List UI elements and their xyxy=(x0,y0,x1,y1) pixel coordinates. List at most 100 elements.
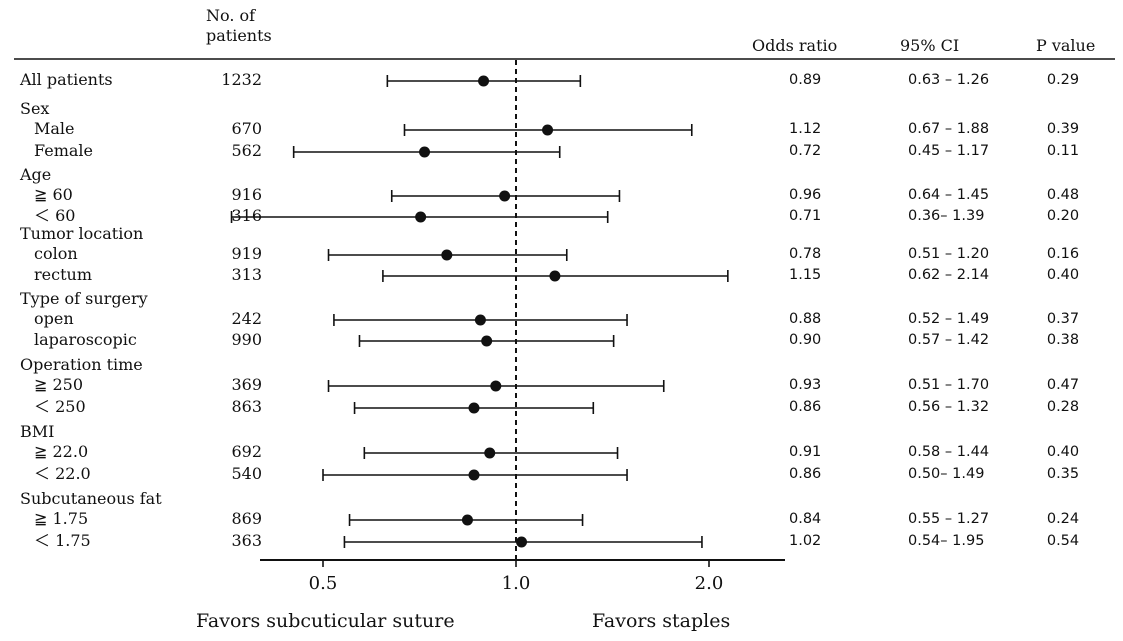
odds-ratio-point xyxy=(542,124,554,136)
patient-count: 562 xyxy=(231,141,262,160)
p-value: 0.35 xyxy=(1046,466,1080,482)
ci-value: 0.54– 1.95 xyxy=(908,533,985,549)
patient-count: 863 xyxy=(231,397,262,416)
row-label: ＜ 60 xyxy=(34,206,76,225)
header-ci: 95% CI xyxy=(900,36,960,55)
p-value: 0.29 xyxy=(1046,72,1080,88)
p-value: 0.11 xyxy=(1046,143,1080,159)
p-value: 0.38 xyxy=(1046,332,1080,348)
p-value: 0.39 xyxy=(1046,121,1080,137)
odds-ratio-point xyxy=(474,314,486,326)
patient-count: 540 xyxy=(231,464,262,483)
p-value: 0.40 xyxy=(1046,267,1080,283)
ci-value: 0.57 – 1.42 xyxy=(908,332,990,348)
odds-ratio-value: 0.93 xyxy=(789,377,822,393)
odds-ratio-value: 0.96 xyxy=(789,187,822,203)
header-patients: No. of patients xyxy=(206,6,272,45)
odds-ratio-value: 0.78 xyxy=(789,246,822,262)
row-label: ＜ 250 xyxy=(34,397,86,416)
p-value: 0.37 xyxy=(1046,311,1080,327)
favors-right-label: Favors staples xyxy=(592,610,731,632)
odds-ratio-value: 0.86 xyxy=(789,399,822,415)
p-value: 0.54 xyxy=(1046,533,1080,549)
row-label: ≧ 60 xyxy=(34,185,73,204)
row-label: rectum xyxy=(34,265,92,284)
patient-count: 363 xyxy=(231,531,262,550)
odds-ratio-point xyxy=(478,75,490,87)
odds-ratio-value: 0.72 xyxy=(789,143,822,159)
odds-ratio-point xyxy=(549,270,561,282)
p-value: 0.28 xyxy=(1046,399,1080,415)
odds-ratio-value: 0.84 xyxy=(789,511,822,527)
odds-ratio-point xyxy=(419,146,431,158)
odds-ratio-point xyxy=(481,335,493,347)
odds-ratio-point xyxy=(499,190,511,202)
header-p-value: P value xyxy=(1036,36,1096,55)
odds-ratio-value: 0.86 xyxy=(789,466,822,482)
ci-value: 0.45 – 1.17 xyxy=(908,143,990,159)
patient-count: 692 xyxy=(231,442,262,461)
group-label: Subcutaneous fat xyxy=(20,489,162,508)
ci-value: 0.50– 1.49 xyxy=(908,466,985,482)
patient-count: 990 xyxy=(231,330,262,349)
p-value: 0.20 xyxy=(1046,208,1080,224)
odds-ratio-value: 0.89 xyxy=(789,72,822,88)
odds-ratio-point xyxy=(468,402,480,414)
row-label: Male xyxy=(34,119,75,138)
odds-ratio-point xyxy=(468,469,480,481)
odds-ratio-point xyxy=(461,514,473,526)
patient-count: 919 xyxy=(231,244,262,263)
favors-left-label: Favors subcuticular suture xyxy=(196,610,455,632)
row-label: open xyxy=(34,309,74,328)
row-label: laparoscopic xyxy=(34,330,137,349)
group-label: Operation time xyxy=(20,355,143,374)
odds-ratio-point xyxy=(415,211,427,223)
odds-ratio-value: 0.88 xyxy=(789,311,822,327)
ci-value: 0.36– 1.39 xyxy=(908,208,985,224)
row-label: All patients xyxy=(20,70,113,89)
odds-ratio-value: 1.15 xyxy=(789,267,822,283)
x-tick-label: 2.0 xyxy=(694,573,724,594)
odds-ratio-point xyxy=(490,380,502,392)
odds-ratio-value: 0.71 xyxy=(789,208,822,224)
group-label: Sex xyxy=(20,99,50,118)
group-label: BMI xyxy=(20,422,55,441)
p-value: 0.48 xyxy=(1046,187,1080,203)
ci-value: 0.58 – 1.44 xyxy=(908,444,990,460)
x-tick-label: 0.5 xyxy=(308,573,338,594)
ci-value: 0.51 – 1.70 xyxy=(908,377,990,393)
row-label: Female xyxy=(34,141,93,160)
ci-value: 0.52 – 1.49 xyxy=(908,311,990,327)
row-label: ≧ 250 xyxy=(34,375,84,394)
p-value: 0.47 xyxy=(1046,377,1080,393)
p-value: 0.40 xyxy=(1046,444,1080,460)
patient-count: 1232 xyxy=(221,70,262,89)
row-label: ＜ 22.0 xyxy=(34,464,91,483)
odds-ratio-point xyxy=(516,536,528,548)
odds-ratio-value: 0.90 xyxy=(789,332,822,348)
p-value: 0.24 xyxy=(1046,511,1080,527)
p-value: 0.16 xyxy=(1046,246,1080,262)
odds-ratio-point xyxy=(484,447,496,459)
row-label: colon xyxy=(34,244,78,263)
ci-value: 0.56 – 1.32 xyxy=(908,399,990,415)
patient-count: 916 xyxy=(231,185,262,204)
ci-value: 0.63 – 1.26 xyxy=(908,72,990,88)
patient-count: 313 xyxy=(231,265,262,284)
ci-value: 0.62 – 2.14 xyxy=(908,267,990,283)
ci-value: 0.67 – 1.88 xyxy=(908,121,990,137)
patient-count: 369 xyxy=(231,375,262,394)
patient-count: 242 xyxy=(231,309,262,328)
group-label: Age xyxy=(20,165,52,184)
ci-value: 0.55 – 1.27 xyxy=(908,511,990,527)
row-label: ＜ 1.75 xyxy=(34,531,91,550)
ci-value: 0.64 – 1.45 xyxy=(908,187,990,203)
odds-ratio-point xyxy=(441,249,453,261)
group-label: Type of surgery xyxy=(20,289,148,308)
group-label: Tumor location xyxy=(20,224,144,243)
x-tick-label: 1.0 xyxy=(501,573,531,594)
row-label: ≧ 1.75 xyxy=(34,509,89,528)
header-odds-ratio: Odds ratio xyxy=(752,36,838,55)
patient-count: 670 xyxy=(231,119,262,138)
